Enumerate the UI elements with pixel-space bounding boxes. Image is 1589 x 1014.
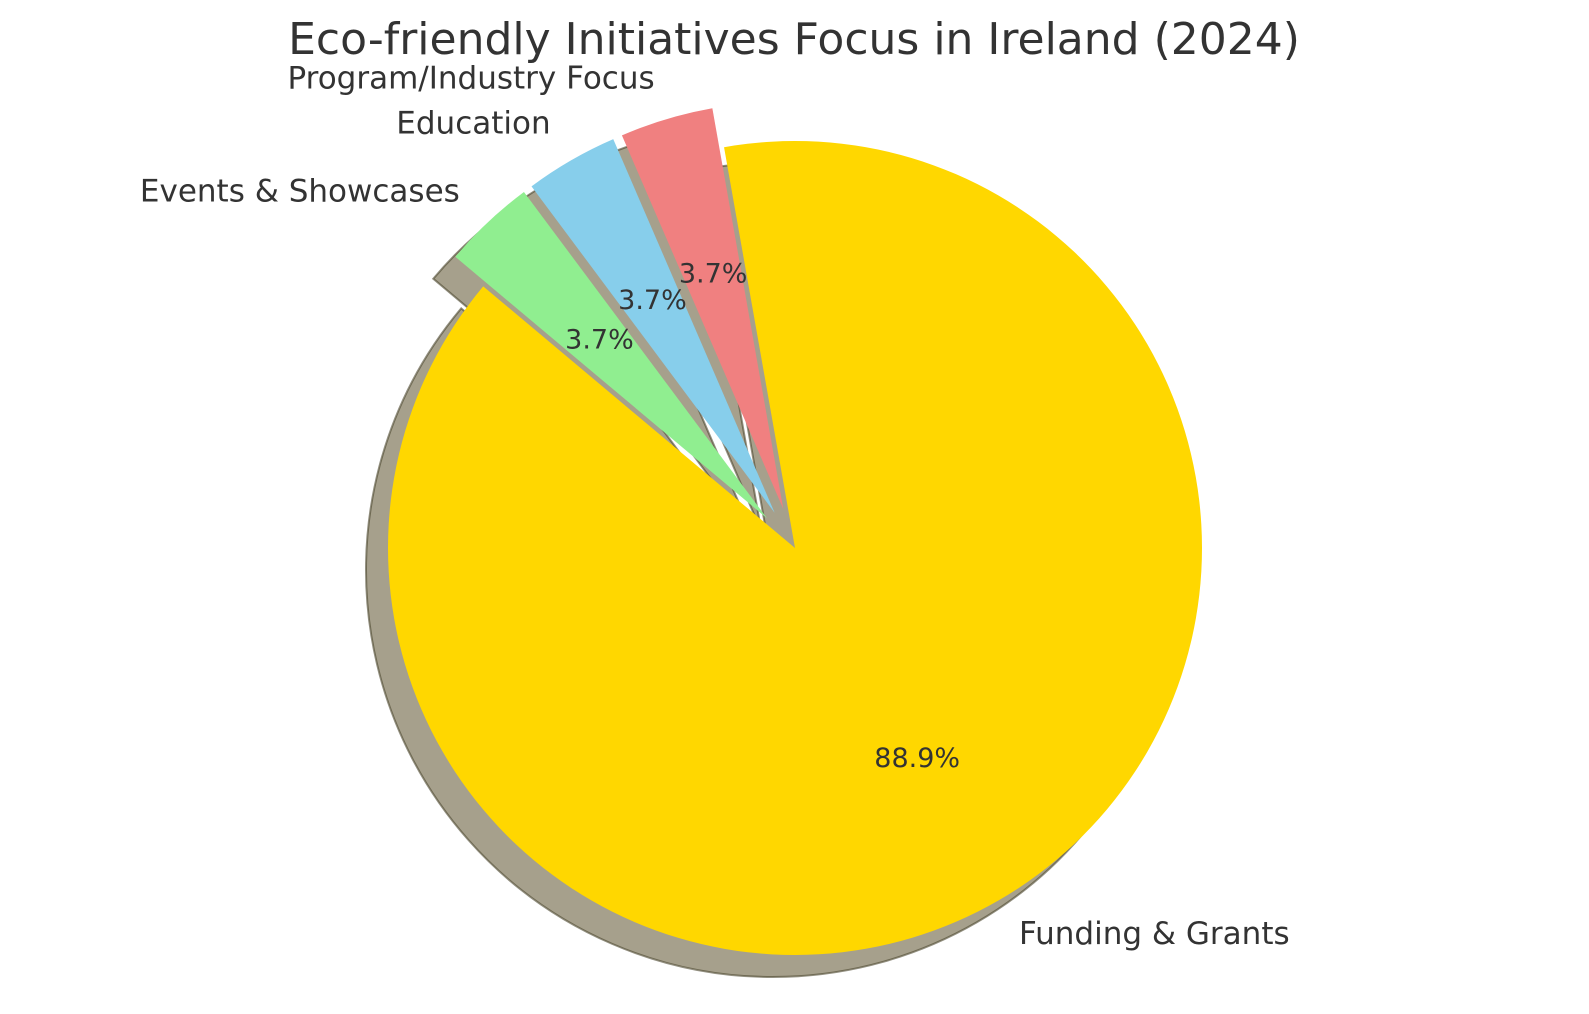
pie-slice-layer [388,108,1202,955]
slice-percent-events-showcases: 3.7% [565,324,634,355]
slice-label-education: Education [396,106,550,142]
slice-percent-program-industry-focus: 3.7% [679,259,748,290]
slice-label-program-industry-focus: Program/Industry Focus [287,61,654,97]
chart-title: Eco-friendly Initiatives Focus in Irelan… [288,14,1300,65]
slice-percent-funding-grants: 88.9% [874,743,960,774]
pie-slice-funding-grants [388,141,1202,955]
slice-label-funding-grants: Funding & Grants [1019,916,1290,952]
slice-percent-education: 3.7% [618,285,687,316]
slice-label-events-showcases: Events & Showcases [140,173,460,209]
pie-slice-program-industry-focus [621,108,784,510]
pie-slice-events-showcases [455,191,768,519]
pie-label-layer: Funding & Grants 88.9% Program/Industry Fo… [140,61,1290,952]
pie-slice-education [531,139,775,513]
